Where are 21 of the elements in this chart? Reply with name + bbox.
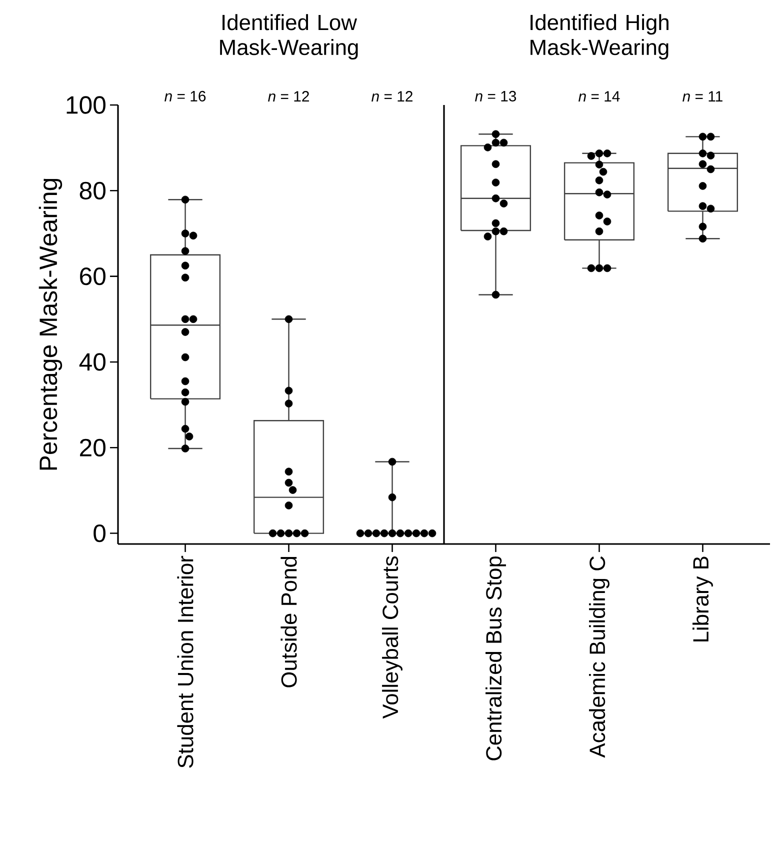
y-tick-label: 60	[80, 267, 106, 286]
text: n = 12	[372, 91, 412, 102]
y-tick-label: 20	[80, 438, 106, 456]
text: n = 12	[268, 91, 309, 102]
y-tick-label: 0	[94, 524, 106, 542]
x-tick-label: Student Union Interior	[177, 556, 194, 768]
y-tick-label: 100	[66, 96, 106, 114]
x-tick-label: Library B	[692, 556, 713, 642]
text: n = 11	[682, 91, 722, 102]
y-tick-label: 40	[79, 353, 106, 371]
x-tick-label: Centralized Bus Stop	[486, 556, 506, 760]
y-axis-title: Percentage Mask-Wearing	[38, 178, 62, 470]
y-tick-label: 80	[80, 182, 106, 200]
x-tick-label: Volleyball Courts	[382, 556, 402, 719]
x-tick-label: Outside Pond	[280, 556, 297, 688]
text: n = 16	[164, 90, 206, 102]
text: Identified High Mask-Wearing	[530, 14, 668, 60]
text: Identified Low Mask-Wearing	[220, 14, 358, 60]
text: n = 14	[578, 91, 620, 102]
text: n = 13	[475, 90, 516, 102]
x-tick-label: Academic Building C	[589, 556, 610, 758]
